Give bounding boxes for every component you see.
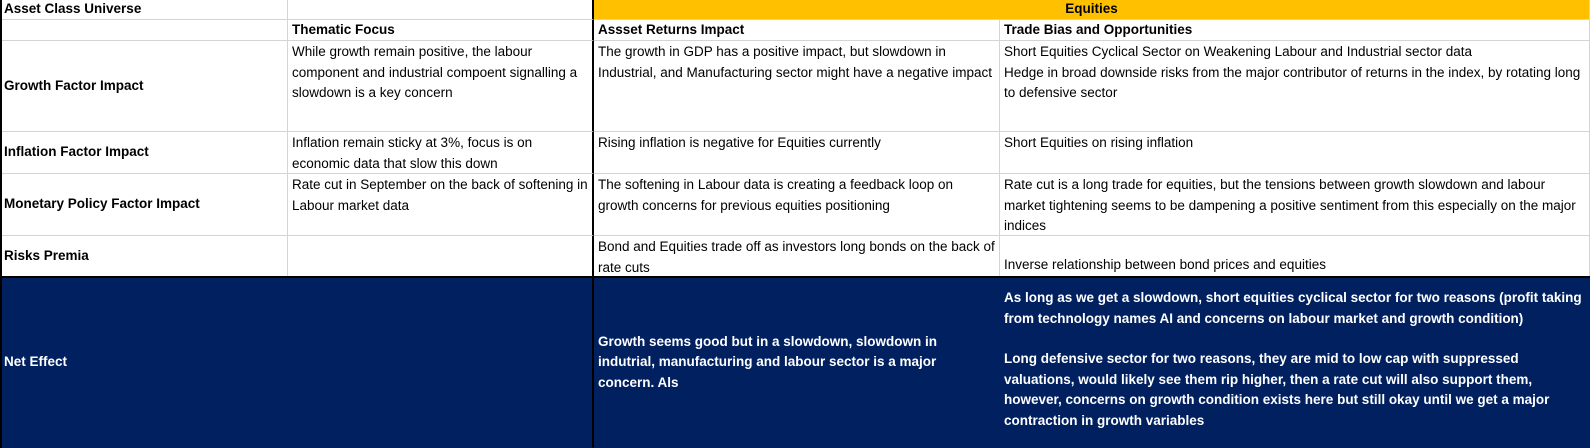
empty-cell[interactable] <box>0 20 288 41</box>
cell-monetary-returns: The softening in Labour data is creating… <box>594 174 1000 236</box>
cell-monetary-thematic: Rate cut in September on the back of sof… <box>288 174 594 236</box>
column-header-thematic: Thematic Focus <box>288 20 594 41</box>
table-title: Asset Class Universe <box>0 0 288 20</box>
cell-risks-returns: Bond and Equities trade off as investors… <box>594 236 1000 277</box>
row-label-monetary: Monetary Policy Factor Impact <box>0 174 288 236</box>
cell-net-trade: As long as we get a slowdown, short equi… <box>1000 278 1590 448</box>
cell-inflation-trade: Short Equities on rising inflation <box>1000 132 1590 174</box>
left-border <box>0 0 2 448</box>
row-label-growth: Growth Factor Impact <box>0 41 288 132</box>
cell-growth-trade: Short Equities Cyclical Sector on Weaken… <box>1000 41 1590 132</box>
column-header-trade: Trade Bias and Opportunities <box>1000 20 1590 41</box>
cell-net-returns: Growth seems good but in a slowdown, slo… <box>594 278 1000 448</box>
cell-inflation-thematic: Inflation remain sticky at 3%, focus is … <box>288 132 594 174</box>
cell-growth-returns: The growth in GDP has a positive impact,… <box>594 41 1000 132</box>
column-header-returns: Assset Returns Impact <box>594 20 1000 41</box>
cell-growth-thematic: While growth remain positive, the labour… <box>288 41 594 132</box>
equities-group-header: Equities <box>594 0 1590 20</box>
section-divider <box>0 276 1590 278</box>
empty-cell[interactable] <box>288 0 594 20</box>
cell-risks-trade: Inverse relationship between bond prices… <box>1000 236 1590 277</box>
cell-monetary-trade: Rate cut is a long trade for equities, b… <box>1000 174 1590 236</box>
row-label-risks: Risks Premia <box>0 236 288 277</box>
cell-net-thematic[interactable] <box>288 278 594 448</box>
net-trade-paragraph-1: As long as we get a slowdown, short equi… <box>1004 290 1582 326</box>
cell-risks-thematic[interactable] <box>288 236 594 277</box>
row-label-inflation: Inflation Factor Impact <box>0 132 288 174</box>
row-label-net-effect: Net Effect <box>0 278 288 448</box>
net-trade-paragraph-2: Long defensive sector for two reasons, t… <box>1004 351 1550 428</box>
cell-inflation-returns: Rising inflation is negative for Equitie… <box>594 132 1000 174</box>
